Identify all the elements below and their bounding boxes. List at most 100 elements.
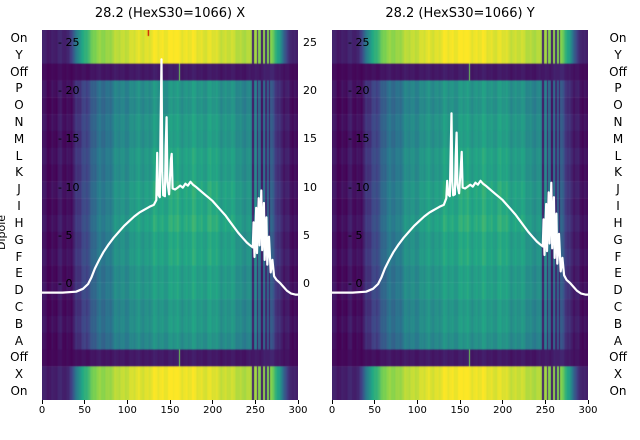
row-label-on-21: On <box>10 384 28 399</box>
x-tick-mark <box>126 400 128 404</box>
row-label-o-4: O <box>14 98 24 113</box>
panel-x-title: 28.2 (HexS30=1066) X <box>94 6 246 21</box>
x-tick-mark <box>84 400 86 404</box>
row-label-e-14: E <box>614 266 622 281</box>
x-tick-label: 250 <box>245 405 265 416</box>
x-tick-label: 150 <box>160 405 180 416</box>
row-label-a-18: A <box>14 333 24 348</box>
row-label-a-18: A <box>613 333 623 348</box>
left-row-labels: On Y Off P O N M L K J I H G F E D C B A Off X On <box>2 0 36 440</box>
right-value-tick-label: 25 <box>303 36 317 49</box>
x-tick-label: 200 <box>203 405 223 416</box>
row-label-off-19: Off <box>10 350 28 365</box>
row-label-x-20: X <box>613 367 623 382</box>
row-label-k-8: K <box>15 165 23 180</box>
x-tick-label: 200 <box>493 405 513 416</box>
value-tick-label: - 25 <box>58 36 80 49</box>
row-label-i-10: I <box>616 199 620 214</box>
row-label-n-5: N <box>14 115 24 129</box>
value-tick-label: - 5 <box>348 228 363 242</box>
value-tick-label: - 5 <box>58 228 73 242</box>
profile-line-x <box>42 58 298 296</box>
row-label-off-19: Off <box>609 350 627 365</box>
row-label-i-10: I <box>17 199 21 214</box>
value-tick-label: - 20 <box>58 84 80 98</box>
row-label-h-11: H <box>613 215 623 230</box>
x-tick-mark <box>41 400 43 404</box>
row-label-e-14: E <box>15 266 23 281</box>
row-label-j-9: J <box>616 182 620 197</box>
panel-y: - 25 - 20 - 15 - 10 - 5 - 0 <box>332 30 588 400</box>
x-tick-label: 250 <box>535 405 555 416</box>
row-label-m-6: M <box>13 131 25 146</box>
x-tick-mark <box>544 400 546 404</box>
x-tick-mark <box>331 400 333 404</box>
value-tick-label: - 15 <box>348 132 370 146</box>
row-label-on-0: On <box>609 30 627 45</box>
value-tick-label: - 0 <box>58 277 73 290</box>
row-label-f-13: F <box>614 249 622 264</box>
x-tick-mark <box>169 400 171 404</box>
row-label-l-7: L <box>15 148 23 163</box>
x-tick-mark <box>502 400 504 404</box>
x-tick-mark <box>297 400 299 404</box>
value-tick-label: - 10 <box>58 180 80 194</box>
row-label-on-21: On <box>609 384 627 399</box>
row-label-x-20: X <box>14 367 24 382</box>
row-label-off-2: Off <box>10 64 28 79</box>
row-label-c-16: C <box>613 300 623 314</box>
row-label-b-17: B <box>613 316 623 331</box>
row-label-l-7: L <box>614 148 622 163</box>
row-label-m-6: M <box>612 131 624 146</box>
row-label-y-1: Y <box>614 47 622 62</box>
row-label-f-13: F <box>15 249 23 264</box>
value-tick-label: - 10 <box>348 180 370 194</box>
x-tick-mark <box>587 400 589 404</box>
value-tick-label: - 15 <box>58 132 80 146</box>
row-label-k-8: K <box>614 165 622 180</box>
right-value-tick-label: 20 <box>303 84 317 98</box>
x-tick-label: 50 <box>78 405 92 416</box>
value-tick-label: - 25 <box>348 36 370 49</box>
row-label-g-12: G <box>14 232 24 247</box>
row-label-n-5: N <box>613 115 623 129</box>
row-label-p-3: P <box>614 81 622 96</box>
profile-line-y <box>332 112 588 296</box>
panel-x: - 25 - 20 - 15 - 10 - 5 - 0 <box>42 30 298 400</box>
x-tick-mark <box>416 400 418 404</box>
right-value-tick-label: 0 <box>303 277 310 290</box>
panel-y-title: 28.2 (HexS30=1066) Y <box>385 6 535 21</box>
x-tick-mark <box>212 400 214 404</box>
x-tick-label: 150 <box>450 405 470 416</box>
row-label-g-12: G <box>613 232 623 247</box>
row-label-p-3: P <box>15 81 23 96</box>
profile-overlay-y <box>332 112 588 296</box>
row-label-y-1: Y <box>15 47 23 62</box>
value-tick-label: - 0 <box>348 277 363 290</box>
right-value-tick-label: 15 <box>303 132 317 146</box>
x-tick-label: 0 <box>38 405 46 416</box>
x-tick-label: 300 <box>578 405 598 416</box>
row-label-d-15: D <box>14 283 24 298</box>
row-label-d-15: D <box>613 283 623 298</box>
profile-overlay-x <box>42 58 298 296</box>
x-tick-label: 100 <box>407 405 427 416</box>
row-label-o-4: O <box>613 98 623 113</box>
row-label-h-11: H <box>14 215 24 230</box>
row-label-j-9: J <box>17 182 21 197</box>
row-label-off-2: Off <box>609 64 627 79</box>
x-tick-mark <box>459 400 461 404</box>
x-tick-label: 100 <box>117 405 137 416</box>
right-row-labels: On Y Off P O N M L K J I H G F E D C B A Off X On <box>598 0 638 440</box>
x-tick-label: 0 <box>328 405 336 416</box>
x-tick-mark <box>374 400 376 404</box>
value-tick-label: - 20 <box>348 84 370 98</box>
right-value-tick-label: 10 <box>303 180 317 194</box>
row-label-on-0: On <box>10 30 28 45</box>
x-tick-label: 50 <box>368 405 382 416</box>
right-value-tick-label: 5 <box>303 228 310 242</box>
row-label-c-16: C <box>14 300 24 314</box>
row-label-b-17: B <box>14 316 24 331</box>
x-tick-mark <box>254 400 256 404</box>
